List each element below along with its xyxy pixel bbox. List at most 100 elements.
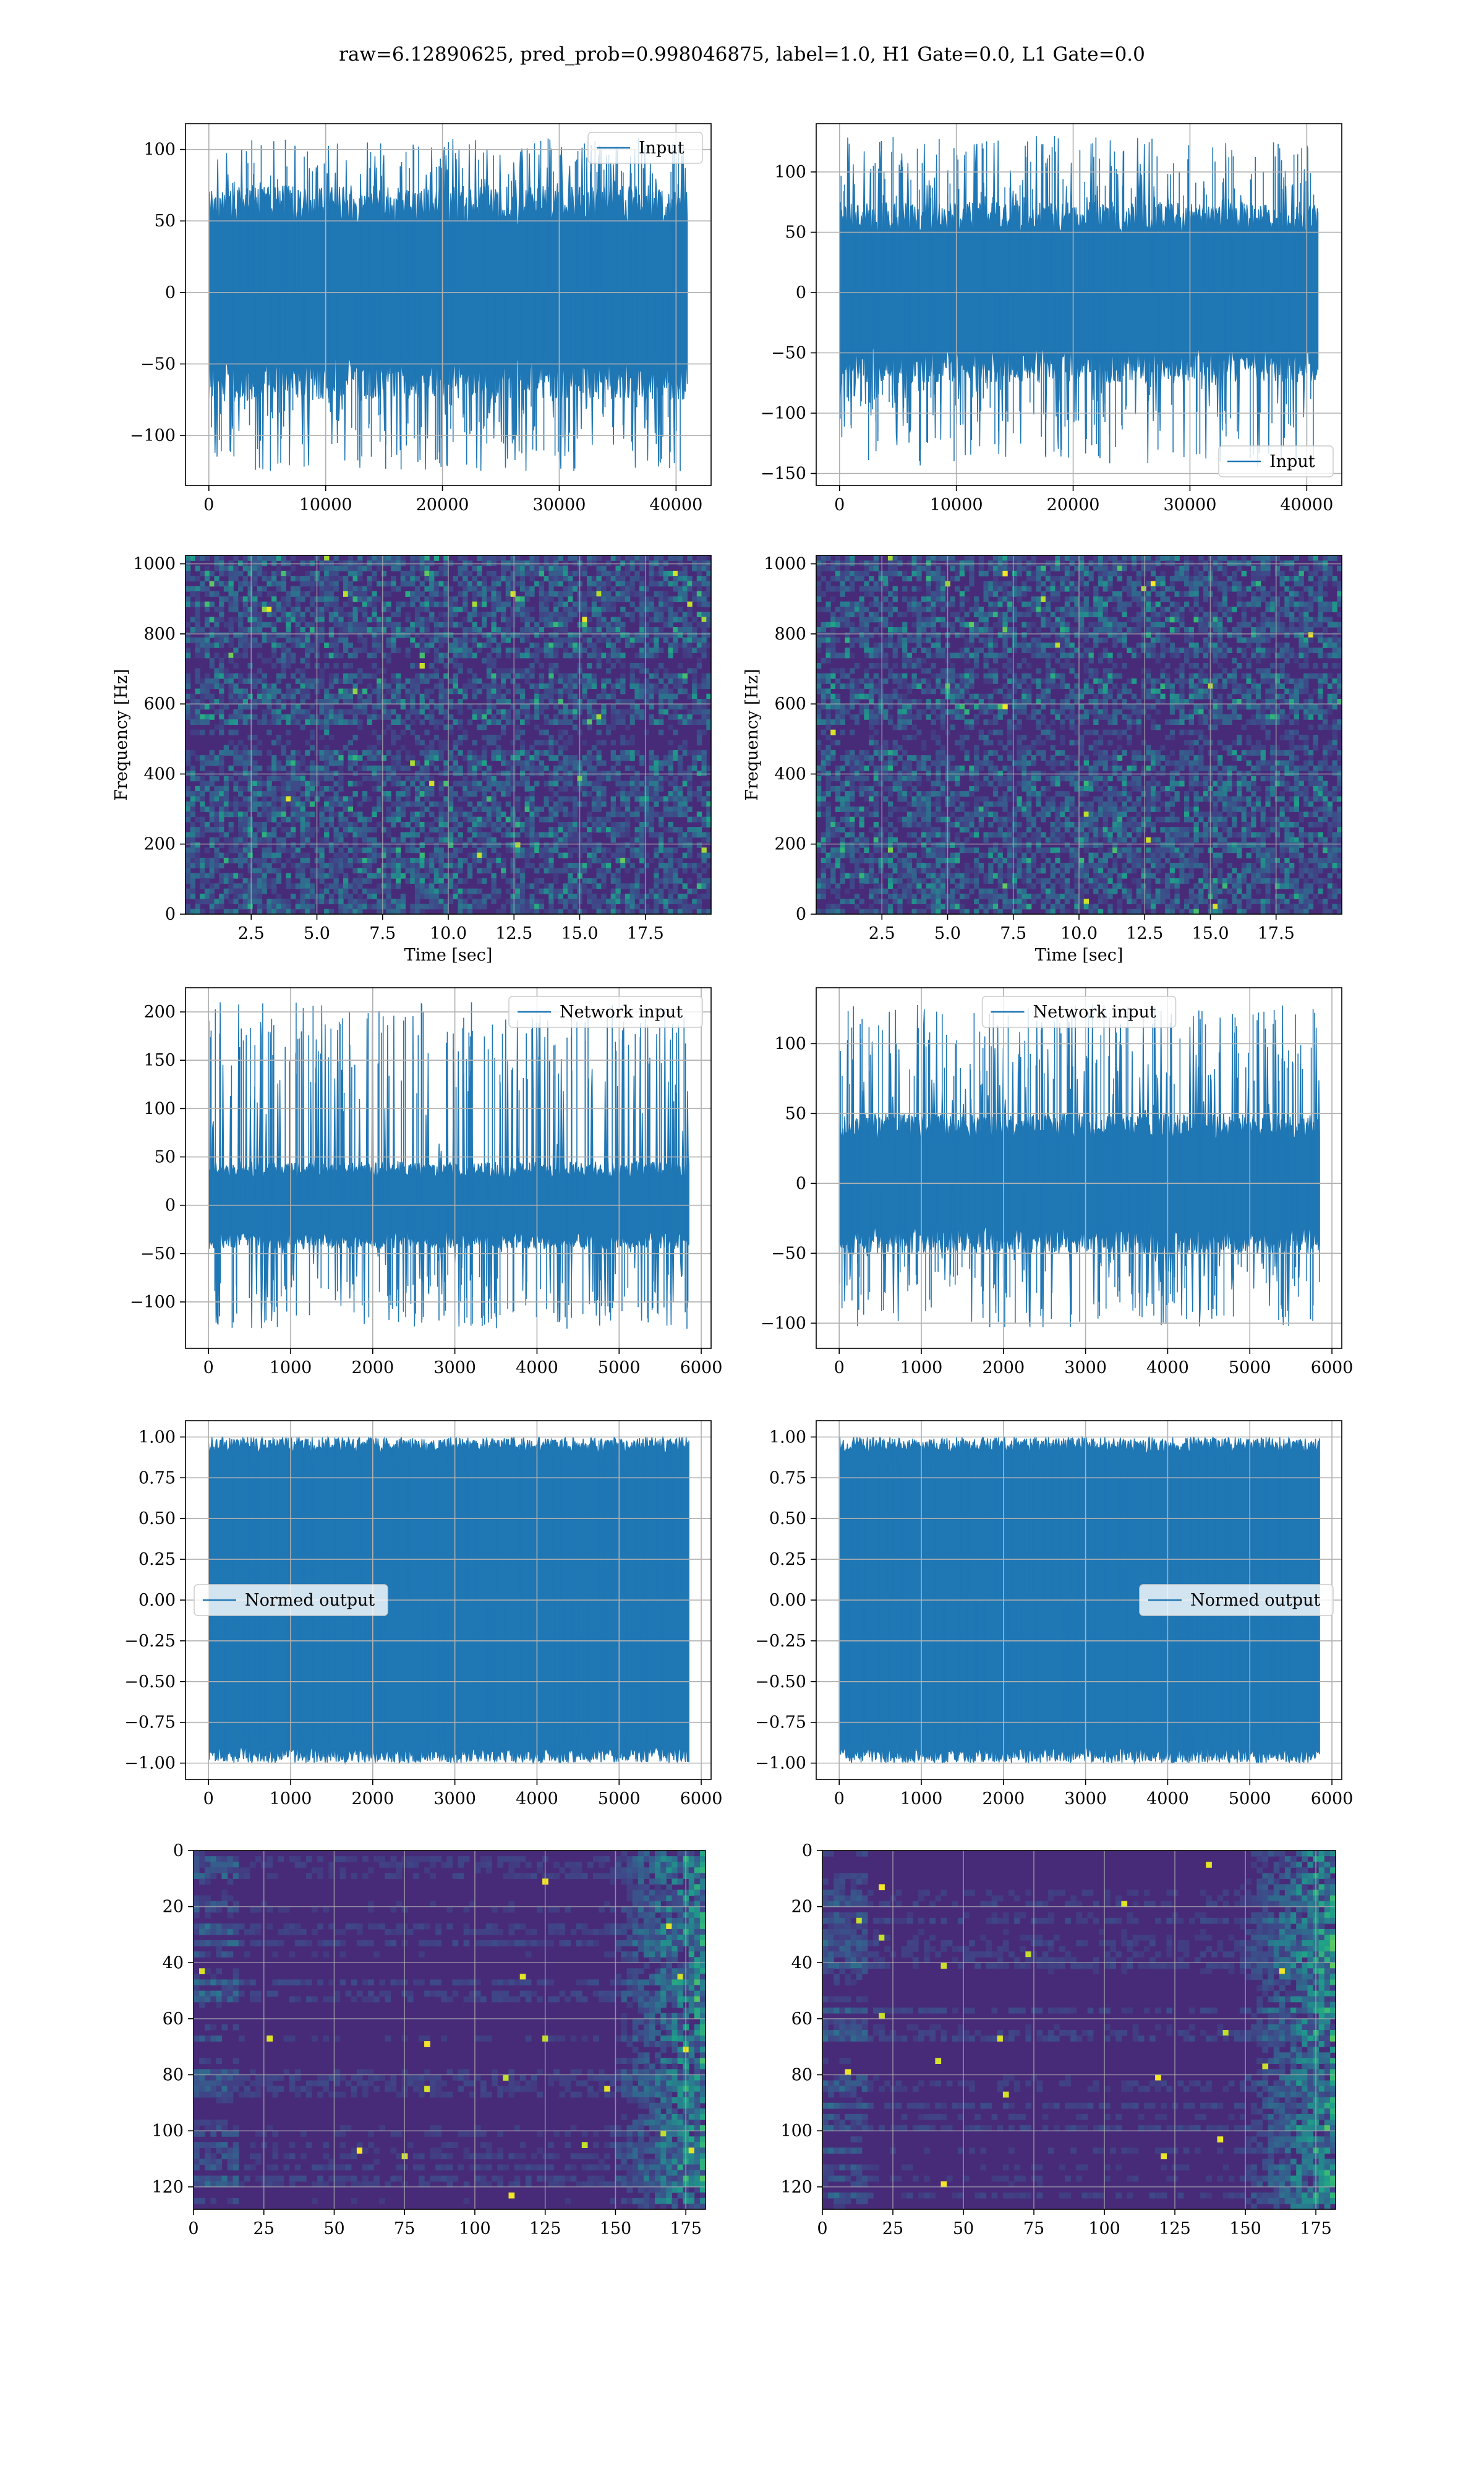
h1-spectrogram-cell [673, 791, 678, 797]
h1-spectrogram-cell [696, 729, 702, 735]
h1-spectrogram-cell [654, 847, 659, 854]
h1-spectrogram-cell [544, 857, 549, 863]
h1-spectrogram-cell [338, 653, 344, 659]
h1-spectrogram-cell [343, 832, 349, 838]
h1-spectrogram-cell [491, 811, 497, 818]
h1-spectrogram-cell [377, 622, 382, 628]
h1-spectrogram-cell [209, 750, 215, 756]
h1-spectrogram-cell [242, 555, 248, 561]
h1-spectrogram-cell [610, 709, 616, 715]
h1-spectrogram-cell [352, 683, 358, 689]
h1-spectrogram-cell [424, 729, 430, 735]
h1-spectrogram-cell [286, 785, 291, 792]
h1-spectrogram-cell [548, 565, 554, 571]
h1-spectrogram-cell [620, 827, 626, 833]
h1-spectrogram-cell [548, 560, 554, 567]
h1-spectrogram-cell [482, 581, 487, 587]
h1-spectrogram-cell [295, 704, 301, 710]
h1-spectrogram-cell [433, 755, 440, 761]
h1-spectrogram-cell [438, 745, 444, 751]
h1-spectrogram-cell [486, 555, 492, 561]
h1-spectrogram-cell [659, 606, 664, 612]
h1-spectrogram-cell [458, 811, 463, 818]
h1-spectrogram-cell [377, 668, 382, 674]
h1-spectrogram-cell [328, 714, 335, 720]
h1-spectrogram-cell [328, 693, 335, 700]
h1-spectrogram-cell [491, 837, 497, 843]
h1-spectrogram-cell [328, 678, 335, 684]
h1-spectrogram-cell [352, 837, 358, 843]
h1-spectrogram-cell [663, 637, 668, 643]
h1-spectrogram-cell [262, 791, 267, 797]
h1-spectrogram-cell [458, 648, 463, 653]
h1-spectrogram-cell [519, 771, 526, 776]
h1-spectrogram-cell [262, 863, 267, 868]
h1-spectrogram-cell [295, 771, 301, 776]
h1-spectrogram-cell [634, 683, 640, 689]
h1-spectrogram-cell [219, 807, 224, 812]
h1-spectrogram-cell [610, 622, 616, 628]
h1-spectrogram-cell [414, 714, 420, 720]
h1-spectrogram-cell [219, 852, 224, 858]
h1-spectrogram-cell [448, 642, 454, 648]
h1-spectrogram-cell [190, 832, 195, 838]
h1-spectrogram-cell [352, 653, 358, 659]
h1-spectrogram-cell [343, 565, 349, 571]
h1-spectrogram-cell [505, 888, 511, 894]
h1-spectrogram-cell [324, 816, 330, 823]
h1-spectrogram-cell [620, 781, 626, 787]
h1-spectrogram-cell [496, 642, 501, 648]
h1-spectrogram-cell [343, 857, 349, 863]
h1-spectrogram-cell [200, 807, 205, 812]
h1-spectrogram-cell [286, 883, 291, 889]
h1-spectrogram-cell [424, 606, 430, 612]
h1-spectrogram-cell [233, 771, 239, 776]
h1-spectrogram-cell [414, 816, 420, 823]
h1-spectrogram-cell [544, 591, 549, 597]
h1-spectrogram-cell [591, 555, 597, 561]
h1-spectrogram-cell [190, 857, 195, 863]
h1-spectrogram-cell [267, 847, 272, 854]
h1-spectrogram-cell [629, 755, 635, 761]
h1-spectrogram-cell [204, 857, 210, 863]
h1-spectrogram-cell [701, 883, 707, 889]
h1-spectrogram-cell [505, 673, 511, 679]
h1-spectrogram-cell [458, 653, 463, 659]
h1-spectrogram-cell [343, 560, 349, 567]
h1-spectrogram-cell [539, 570, 545, 576]
h1-spectrogram-cell [195, 709, 200, 715]
h1-spectrogram-cell [319, 724, 325, 730]
h1-spectrogram-cell [300, 878, 305, 884]
h1-spectrogram-cell [309, 627, 315, 633]
h1-spectrogram-cell [391, 847, 396, 854]
h1-spectrogram-cell [534, 699, 540, 704]
h1-spectrogram-cell [438, 612, 444, 617]
h1-spectrogram-cell [238, 570, 244, 576]
h1-spectrogram-cell [634, 873, 640, 879]
h1-spectrogram-cell [396, 852, 401, 858]
h1-spectrogram-cell [587, 832, 592, 838]
h1-spectrogram-cell [524, 714, 530, 720]
h1-spectrogram-cell [668, 688, 673, 695]
h1-spectrogram-cell [414, 878, 420, 884]
h1-spectrogram-cell [433, 893, 440, 899]
h1-spectrogram-cell [610, 771, 616, 776]
h1-spectrogram-cell [544, 637, 549, 643]
h1-spectrogram-cell [696, 791, 702, 797]
h1-spectrogram-cell [391, 868, 396, 874]
h1-spectrogram-cell [410, 801, 416, 807]
h1-spectrogram-cell [682, 832, 688, 838]
h1-spectrogram-cell [433, 827, 440, 833]
h1-spectrogram-cell [606, 642, 612, 648]
h1-spectrogram-cell [663, 673, 668, 679]
h1-spectrogram-cell [568, 755, 573, 761]
h1-spectrogram-cell [673, 632, 678, 638]
h1-spectrogram-cell [548, 893, 554, 899]
h1-spectrogram-cell [548, 857, 554, 863]
h1-spectrogram-cell [472, 673, 477, 679]
h1-spectrogram-cell [381, 683, 387, 689]
h1-spectrogram-cell [696, 642, 702, 648]
h1-spectrogram-cell [601, 868, 607, 874]
h1-spectrogram-cell [496, 555, 501, 561]
h1-spectrogram-cell [319, 606, 325, 612]
